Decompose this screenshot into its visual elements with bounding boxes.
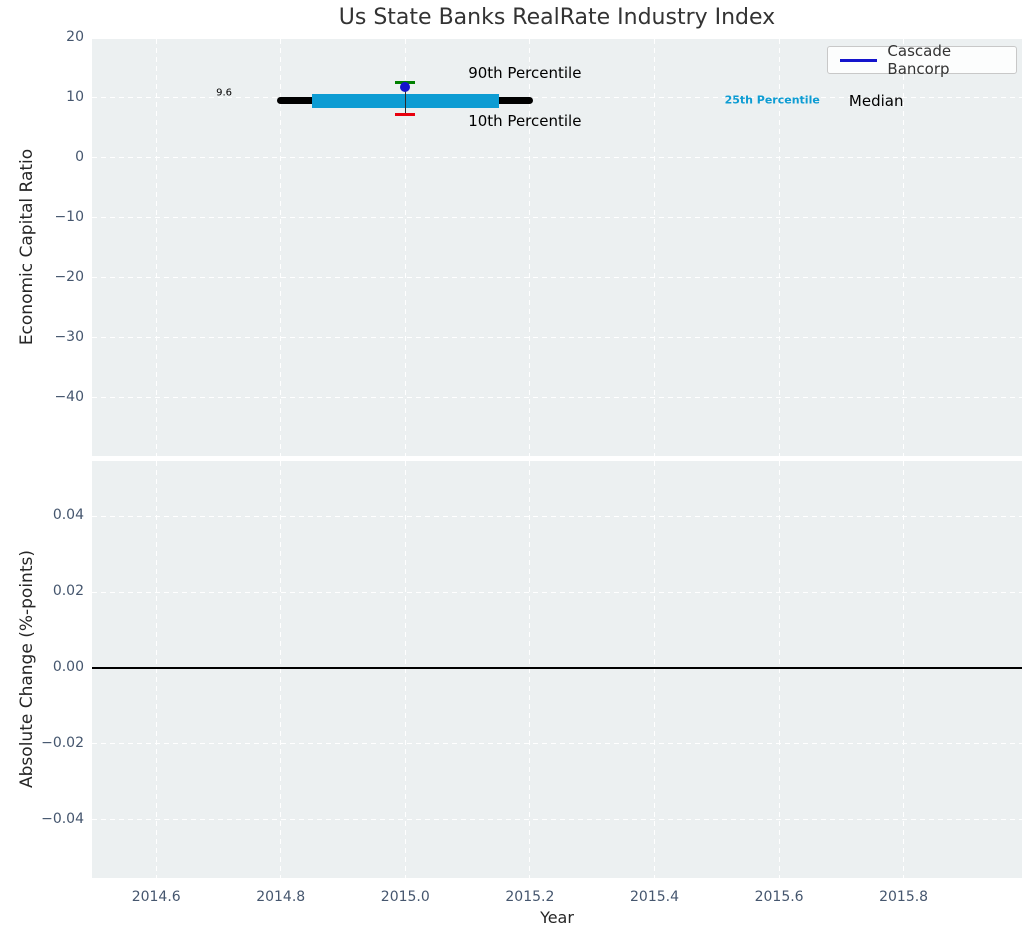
gridline [92,591,1022,593]
y-tick-label: −10 [54,208,84,225]
whisker-line [404,82,406,114]
x-tick-label: 2014.6 [131,889,181,905]
gridline [654,39,655,456]
gridline [404,461,406,878]
gridline [92,157,1022,159]
gridline [92,819,1022,821]
gridline [654,461,655,878]
gridline [529,39,531,456]
gridline [92,277,1022,279]
gridline [778,461,780,878]
gridline [92,397,1022,399]
y-tick-label: −20 [54,268,84,285]
y-tick-label: 10 [66,88,84,105]
y-tick-label: 20 [66,28,84,45]
axes-economic-capital-ratio: 90th Percentile 10th Percentile 9.6 25th Pe… [92,39,1022,456]
x-axis-label-year: Year [540,908,574,927]
annotation-10th-percentile: 10th Percentile [468,111,582,130]
annotation-median: Median [848,91,904,110]
y-tick-label: −0.04 [41,810,84,827]
gridline [155,39,157,456]
y-tick-label: −30 [54,328,84,345]
gridline [778,39,780,456]
gridline [92,337,1022,339]
y-tick-label: 0.00 [52,659,84,675]
gridline [92,515,1022,517]
chart-title: Us State Banks RealRate Industry Index [338,5,776,30]
axes-absolute-change [92,461,1022,878]
gridline [92,743,1022,745]
p10-tick-marker [395,112,416,116]
gridline [903,39,905,456]
annotation-25th-percentile: 25th Percentile [724,93,820,107]
gridline [280,39,282,456]
x-tick-label: 2015.4 [630,889,679,905]
y-tick-label: −40 [54,388,84,405]
y-tick-label: 0 [75,148,84,165]
gridline [92,97,1022,99]
gridline [529,461,531,878]
legend-label: Cascade Bancorp [887,42,952,78]
x-tick-label: 2015.2 [505,889,555,905]
x-tick-label: 2014.8 [256,889,306,905]
annotation-9-6: 9.6 [216,87,233,99]
zero-line [92,667,1022,669]
x-tick-label: 2015.0 [380,889,430,905]
y-tick-label: 0.04 [52,507,84,524]
y-axis-label-economic-capital-ratio: Economic Capital Ratio [17,148,37,346]
y-tick-label: −0.02 [41,734,84,751]
gridline [92,217,1022,219]
legend: Cascade Bancorp [827,42,1017,78]
cascade-bancorp-point [400,82,411,92]
gridline [903,461,905,878]
x-tick-label: 2015.6 [754,889,804,905]
legend-line-swatch [840,58,878,62]
annotation-90th-percentile: 90th Percentile [468,63,582,82]
gridline [155,461,157,878]
y-tick-label: 0.02 [52,583,84,599]
gridline [280,461,282,878]
gridline [404,39,406,456]
x-tick-label: 2015.8 [879,889,929,905]
